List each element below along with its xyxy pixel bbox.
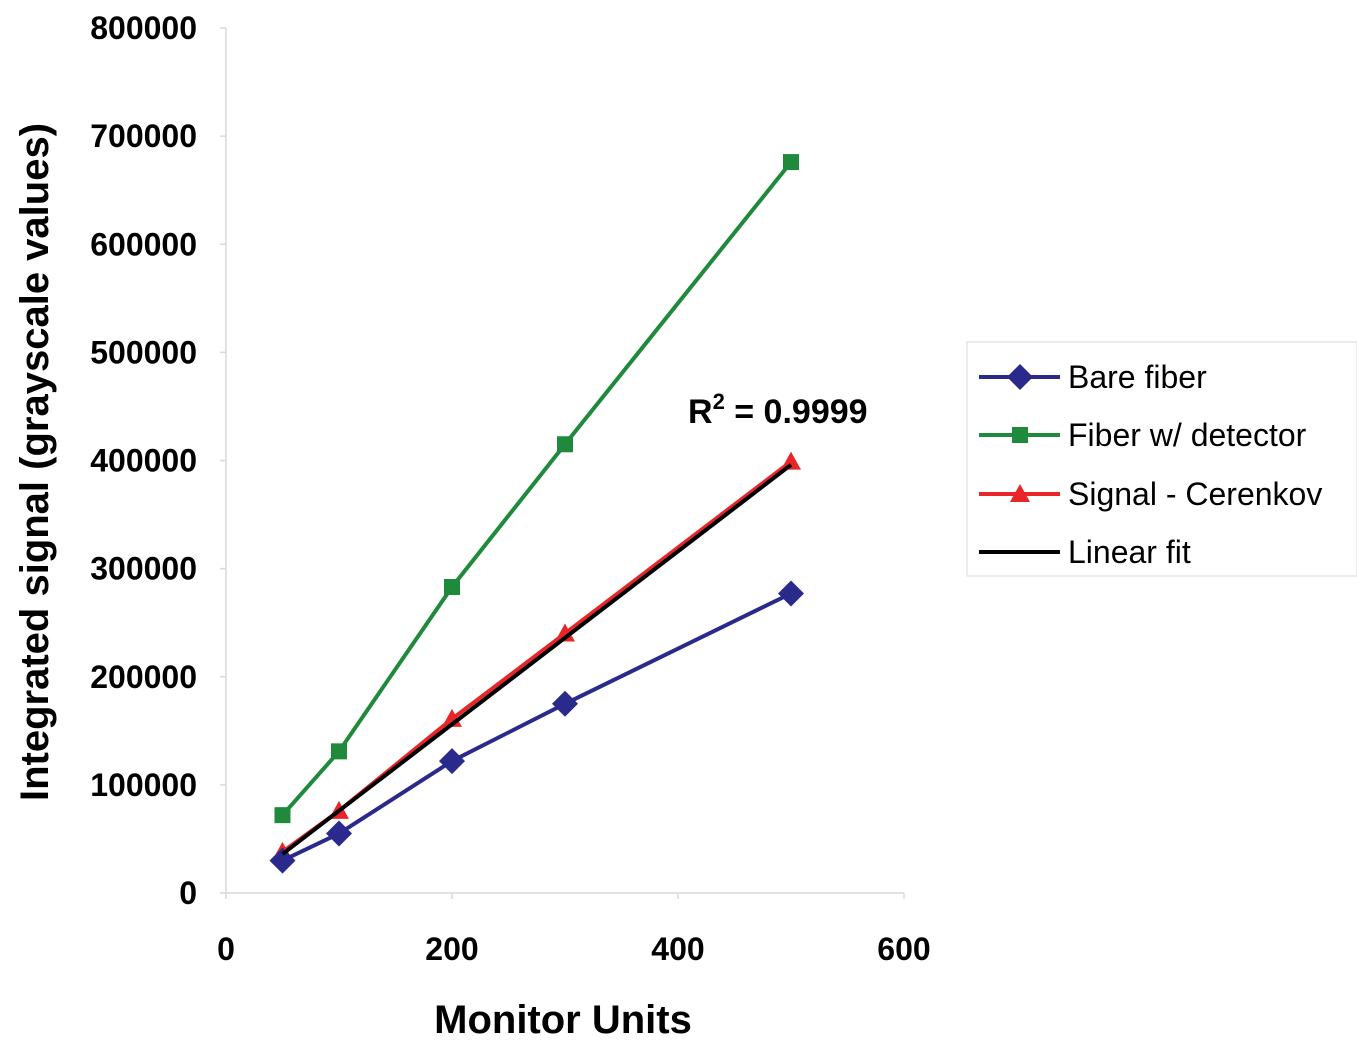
data-point-signal-cerenkov (555, 623, 575, 642)
data-point-fiber-w-detector (274, 807, 291, 824)
series-bare-fiber (269, 580, 804, 874)
x-tick-label: 0 (217, 931, 235, 967)
legend-item-signal-cerenkov: Signal - Cerenkov (979, 476, 1322, 512)
data-point-fiber-w-detector (557, 436, 573, 453)
data-point-fiber-w-detector (444, 579, 460, 596)
data-point-bare-fiber (269, 847, 296, 874)
y-tick-label: 300000 (90, 551, 197, 587)
y-tick-label: 500000 (90, 334, 197, 370)
legend-label: Bare fiber (1068, 359, 1207, 395)
y-axis-title: Integrated signal (grayscale values) (13, 123, 57, 801)
series-line-linear-fit (281, 463, 793, 856)
x-axis-title: Monitor Units (434, 998, 692, 1040)
legend-marker (1012, 427, 1028, 443)
y-tick-label: 100000 (90, 767, 197, 803)
data-point-fiber-w-detector (331, 743, 347, 760)
series-line-bare-fiber (281, 591, 792, 863)
legend-box (966, 341, 1357, 577)
legend-label: Linear fit (1068, 534, 1191, 570)
data-point-fiber-w-detector (783, 154, 799, 171)
x-tick-label: 400 (651, 931, 704, 967)
data-point-bare-fiber (552, 690, 578, 717)
legend-item-fiber-w-detector: Fiber w/ detector (979, 417, 1307, 453)
series-fiber-w-detector (274, 154, 799, 824)
legend-marker (1007, 364, 1033, 390)
legend-item-linear-fit: Linear fit (979, 534, 1191, 570)
y-tick-label: 700000 (90, 118, 197, 154)
y-tick-label: 200000 (90, 659, 197, 695)
data-point-bare-fiber (439, 748, 465, 775)
data-point-bare-fiber (326, 820, 352, 847)
y-tick-label: 0 (179, 875, 197, 911)
y-tick-label: 400000 (90, 443, 197, 479)
x-tick-label: 200 (425, 931, 478, 967)
series-linear-fit (281, 463, 793, 856)
legend: Bare fiber Fiber w/ detector Signal - Cere… (966, 341, 1357, 577)
r-squared-annotation: R2 = 0.9999 (688, 389, 868, 431)
data-point-bare-fiber (778, 580, 804, 607)
legend-label: Fiber w/ detector (1068, 417, 1307, 453)
legend-label: Signal - Cerenkov (1068, 476, 1322, 512)
x-tick-label: 600 (877, 931, 930, 967)
data-point-signal-cerenkov (781, 451, 801, 470)
y-tick-label: 800000 (90, 10, 197, 46)
y-tick-label: 600000 (90, 226, 197, 262)
legend-item-bare-fiber: Bare fiber (979, 359, 1207, 395)
legend-marker (1010, 484, 1030, 502)
